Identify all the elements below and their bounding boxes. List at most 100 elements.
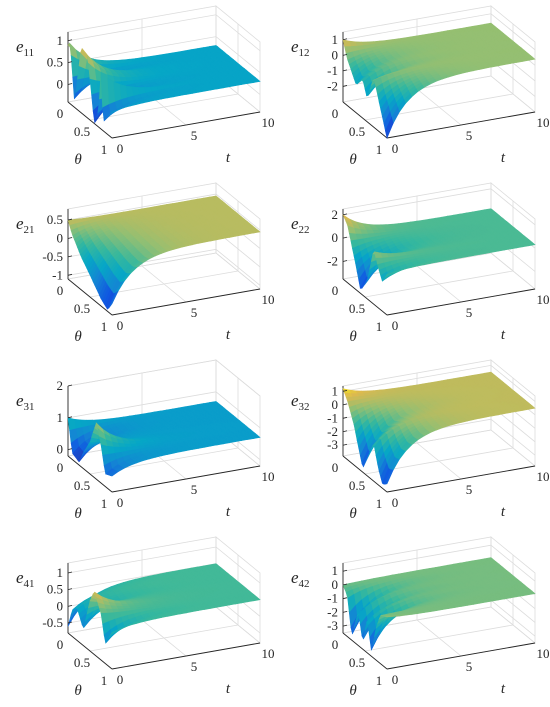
z-tick-label: -1 bbox=[52, 267, 63, 282]
theta-axis-label: θ bbox=[74, 152, 82, 168]
z-tick-label: 0 bbox=[57, 77, 64, 92]
surface-panel-21: -1 -0.5 0 0.5 0 0.5 1 0 5 10 θ t e21 bbox=[0, 177, 275, 353]
theta-axis-label: θ bbox=[74, 683, 82, 699]
t-tick-label: 5 bbox=[466, 482, 473, 497]
theta-tick-label: 0 bbox=[332, 283, 339, 298]
z-tick-mark bbox=[342, 389, 348, 392]
surface-patch bbox=[109, 470, 119, 477]
surface-mesh bbox=[67, 195, 261, 310]
t-tick-label: 10 bbox=[262, 115, 275, 130]
surface-patch bbox=[89, 78, 99, 96]
axes-box bbox=[67, 5, 261, 139]
z-tick-label: -0.5 bbox=[42, 615, 63, 630]
z-tick-label: 0.5 bbox=[47, 582, 63, 597]
z-tick-mark bbox=[67, 273, 73, 276]
t-tick-label: 0 bbox=[117, 495, 124, 510]
z-axis-label: e21 bbox=[16, 214, 35, 236]
t-tick-label: 5 bbox=[191, 482, 198, 497]
theta-tick-label: 0.5 bbox=[74, 478, 90, 493]
z-tick-mark bbox=[342, 38, 348, 41]
z-tick-label: 1 bbox=[332, 383, 339, 398]
z-tick-mark bbox=[67, 588, 73, 591]
theta-tick-label: 0.5 bbox=[349, 124, 365, 139]
z-tick-mark bbox=[342, 213, 348, 216]
z-tick-mark bbox=[67, 83, 73, 85]
t-tick-label: 10 bbox=[537, 115, 550, 130]
z-tick-mark bbox=[342, 236, 348, 239]
z-axis-label: e41 bbox=[16, 568, 35, 590]
surface-mesh bbox=[342, 208, 536, 290]
theta-axis-label: θ bbox=[349, 329, 357, 345]
surface-patch bbox=[110, 629, 119, 636]
z-axis-label: e11 bbox=[16, 37, 34, 59]
z-tick-mark bbox=[342, 69, 348, 72]
z-tick-label: -3 bbox=[327, 437, 338, 452]
z-tick-mark bbox=[342, 403, 348, 406]
surface-mesh bbox=[67, 42, 261, 124]
theta-tick-label: 1 bbox=[376, 496, 383, 511]
z-tick-mark bbox=[67, 39, 73, 42]
axes-box bbox=[342, 182, 536, 316]
z-tick-label: -2 bbox=[327, 254, 338, 269]
z-tick-label: -2 bbox=[327, 424, 338, 439]
surface-patch bbox=[384, 469, 394, 485]
theta-tick-label: 0.5 bbox=[74, 655, 90, 670]
t-axis-label: t bbox=[501, 327, 506, 343]
t-axis-label: t bbox=[501, 504, 506, 520]
surface-patch bbox=[110, 109, 119, 114]
surface-panel-41: -0.5 0 0.5 1 0 0.5 1 0 5 10 θ t e41 bbox=[0, 531, 275, 707]
theta-tick-label: 0.5 bbox=[74, 301, 90, 316]
surface-mesh bbox=[342, 557, 536, 651]
theta-tick-label: 1 bbox=[376, 319, 383, 334]
t-tick-label: 10 bbox=[262, 292, 275, 307]
t-tick-label: 0 bbox=[392, 318, 399, 333]
theta-tick-label: 0 bbox=[57, 460, 64, 475]
surface-patch bbox=[342, 39, 352, 47]
surface-patch bbox=[384, 271, 395, 278]
surface-panel-12: -2 -1 0 1 0 0.5 1 0 5 10 θ t e12 bbox=[275, 0, 550, 176]
surface-panel-22: -2 0 2 0 0.5 1 0 5 10 θ t e22 bbox=[275, 177, 550, 353]
surface-panel-42: -3 -2 -1 0 1 0 0.5 1 0 5 10 θ t e42 bbox=[275, 531, 550, 707]
z-tick-mark bbox=[67, 384, 73, 387]
t-tick-label: 0 bbox=[117, 672, 124, 687]
z-tick-label: 2 bbox=[332, 207, 339, 222]
z-tick-mark bbox=[342, 85, 348, 87]
t-tick-label: 0 bbox=[392, 495, 399, 510]
t-tick-label: 0 bbox=[117, 141, 124, 156]
theta-tick-label: 0 bbox=[57, 283, 64, 298]
theta-tick-label: 1 bbox=[101, 673, 108, 688]
z-tick-label: 0 bbox=[332, 230, 339, 245]
theta-tick-label: 1 bbox=[101, 142, 108, 157]
z-tick-label: 1 bbox=[57, 565, 64, 580]
surface-patch bbox=[385, 116, 394, 139]
surface-mesh bbox=[342, 22, 536, 139]
z-axis-label: e31 bbox=[16, 391, 35, 413]
theta-axis-label: θ bbox=[349, 506, 357, 522]
t-axis-label: t bbox=[226, 327, 231, 343]
theta-tick-label: 1 bbox=[101, 496, 108, 511]
z-tick-label: -1 bbox=[327, 410, 338, 425]
z-tick-label: 1 bbox=[57, 33, 64, 48]
z-tick-label: 1 bbox=[57, 410, 64, 425]
theta-axis-label: θ bbox=[74, 506, 82, 522]
t-axis-label: t bbox=[226, 681, 231, 697]
z-tick-mark bbox=[67, 218, 73, 221]
surface-mesh bbox=[67, 401, 261, 477]
theta-axis-label: θ bbox=[74, 329, 82, 345]
t-tick-label: 5 bbox=[191, 305, 198, 320]
z-tick-mark bbox=[67, 621, 73, 624]
z-tick-label: 0.5 bbox=[47, 55, 63, 70]
z-tick-label: 2 bbox=[57, 378, 64, 393]
t-tick-label: 0 bbox=[392, 141, 399, 156]
z-tick-mark bbox=[342, 416, 348, 419]
z-tick-label: 0 bbox=[332, 397, 339, 412]
surface-panel-11: 0 0.5 1 0 0.5 1 0 5 10 θ t e11 bbox=[0, 0, 275, 176]
t-axis-label: t bbox=[501, 150, 506, 166]
z-axis-label: e32 bbox=[291, 391, 310, 413]
